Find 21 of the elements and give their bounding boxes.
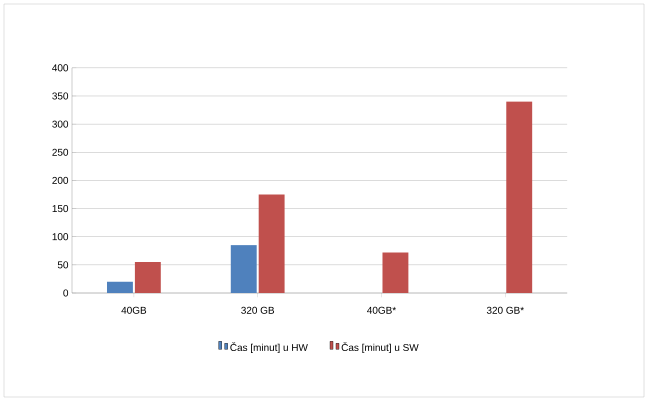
x-tick-label: 40GB [121, 306, 146, 314]
bar [106, 282, 133, 293]
legend-label: Čas [minut] u HW [230, 342, 308, 353]
y-tick-label: 250 [52, 148, 68, 156]
bar [506, 102, 532, 293]
bar [230, 245, 257, 293]
bar [258, 194, 285, 293]
x-tick-label: 40GB* [367, 306, 396, 314]
y-tick-label: 100 [52, 233, 68, 240]
x-tick-label: 320 GB* [486, 306, 524, 314]
y-tick-label: 150 [52, 205, 68, 212]
y-tick-label: 350 [52, 92, 68, 100]
y-tick-label: 400 [52, 64, 68, 72]
bar [134, 262, 161, 293]
y-tick-label: 0 [63, 289, 68, 297]
y-tick-label: 300 [52, 120, 68, 128]
legend-label: Čas [minut] u SW [342, 342, 419, 353]
y-tick-label: 200 [52, 176, 68, 184]
bar [382, 252, 408, 293]
x-tick-label: 320 GB [241, 306, 274, 314]
y-tick-label: 50 [58, 261, 68, 268]
